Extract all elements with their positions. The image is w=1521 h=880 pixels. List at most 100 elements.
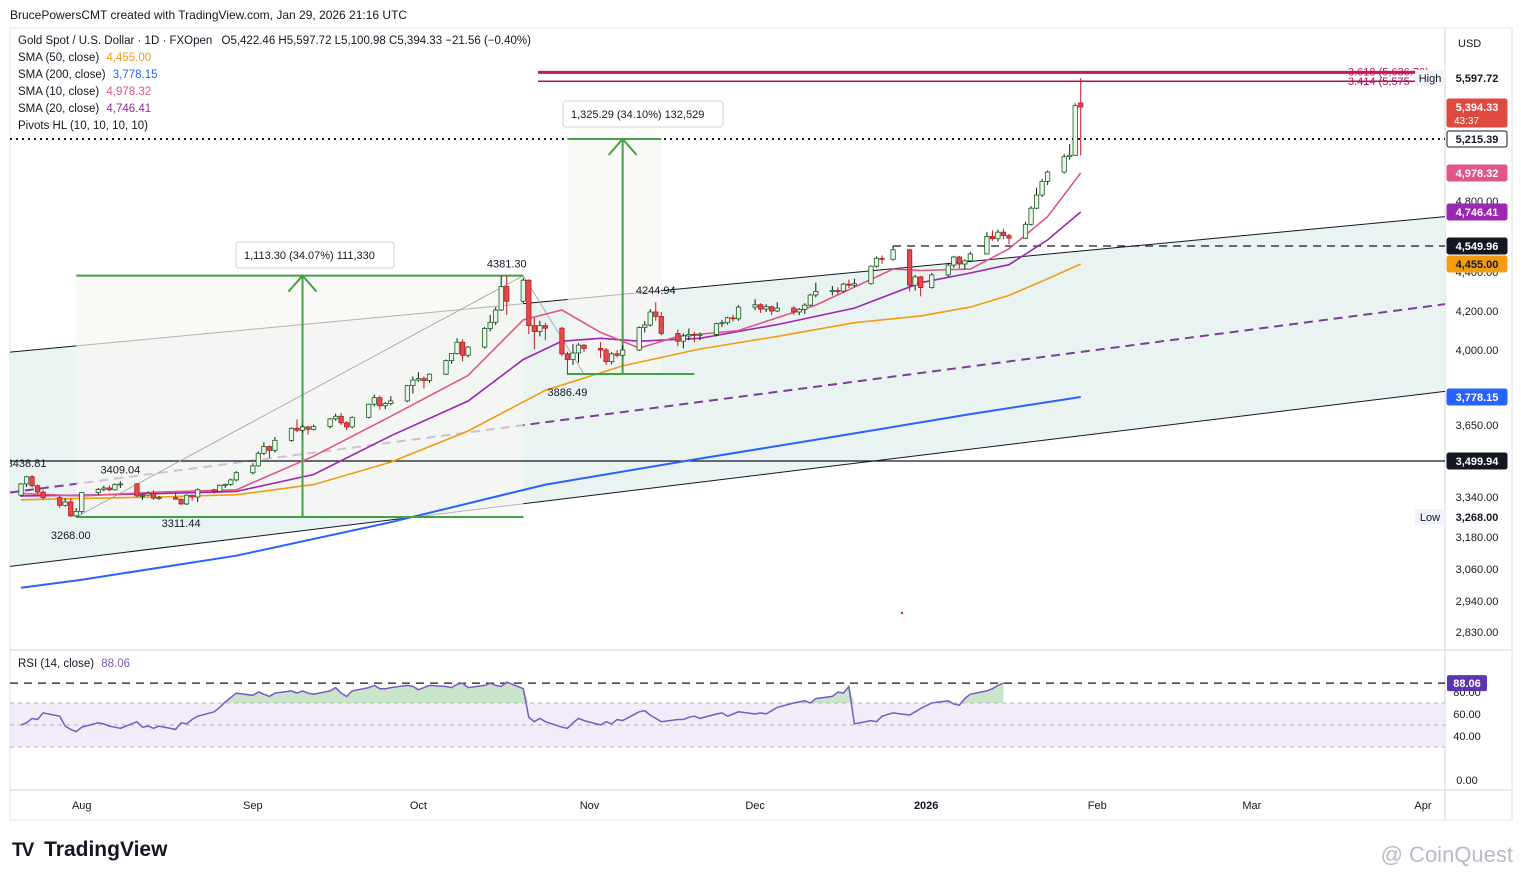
price-marker-label: 4,455.00 bbox=[1456, 259, 1499, 271]
legend-sma50-label: SMA (50, close) bbox=[18, 52, 100, 64]
candle-body bbox=[873, 257, 880, 267]
candle-body bbox=[730, 317, 736, 320]
measure-label: 1,325.29 (34.10%) 132,529 bbox=[571, 109, 704, 121]
candle-body bbox=[603, 349, 609, 363]
candle-body bbox=[597, 348, 604, 351]
measure-arrow-head bbox=[287, 274, 318, 293]
rsi-last-label: 88.06 bbox=[1453, 678, 1481, 690]
candle-body bbox=[189, 494, 195, 498]
candle-body bbox=[713, 323, 720, 335]
candle-body bbox=[310, 426, 317, 430]
candle-body bbox=[454, 341, 460, 355]
tradingview-logo-icon: TV bbox=[12, 840, 34, 861]
time-tick-label: Nov bbox=[580, 800, 600, 812]
price-marker-tag-label: High bbox=[1419, 73, 1442, 85]
pivot-label: 4381.30 bbox=[487, 259, 527, 271]
legend-rsi[interactable]: RSI (14, close) 88.06 bbox=[18, 658, 130, 670]
fib-label: 3.618 (5,636.79) bbox=[1348, 66, 1429, 78]
legend-sma50[interactable]: SMA (50, close) 4,455.00 bbox=[18, 52, 151, 64]
candle-body bbox=[763, 306, 769, 310]
candle-body bbox=[178, 498, 184, 505]
candles bbox=[18, 78, 1084, 517]
currency-button[interactable]: USD bbox=[1458, 38, 1482, 50]
price-marker-tag bbox=[1415, 70, 1445, 86]
candle-body bbox=[796, 309, 802, 313]
candle-body bbox=[1039, 180, 1045, 196]
price-marker-label: 4,549.96 bbox=[1456, 241, 1499, 253]
tradingview-brand[interactable]: TV TradingView bbox=[12, 838, 167, 862]
legend-ohlc: O5,422.46 H5,597.72 L5,100.98 C5,394.33 … bbox=[221, 35, 531, 47]
candle-body bbox=[448, 353, 455, 361]
measure-arrow-head bbox=[607, 137, 638, 156]
candle-body bbox=[1000, 231, 1007, 237]
candle-body bbox=[377, 397, 383, 407]
pivot-label: 3311.44 bbox=[162, 518, 201, 530]
candle-body bbox=[172, 497, 179, 500]
candle-body bbox=[415, 378, 422, 381]
candle-body bbox=[581, 344, 587, 349]
legend-sma10[interactable]: SMA (10, close) 4,978.32 bbox=[18, 86, 151, 98]
price-marker bbox=[1447, 509, 1507, 525]
countdown-label: 43:37 bbox=[1454, 116, 1479, 127]
pivot-label: 4244.94 bbox=[636, 285, 676, 297]
price-tick-label: 3,340.00 bbox=[1456, 492, 1499, 504]
price-marker-label: 3,778.15 bbox=[1456, 392, 1499, 404]
candle-body bbox=[211, 489, 217, 492]
measure-box-2 bbox=[567, 139, 662, 375]
price-marker bbox=[1446, 452, 1508, 470]
candle-body bbox=[382, 403, 388, 407]
candle-body bbox=[559, 327, 565, 355]
candle-body bbox=[984, 236, 990, 255]
candle-body bbox=[482, 328, 488, 348]
candle-body bbox=[145, 492, 151, 496]
candle-body bbox=[531, 325, 537, 332]
sma20-line bbox=[20, 211, 1082, 497]
price-tick-label: 3,650.00 bbox=[1456, 420, 1499, 432]
legend-sma200[interactable]: SMA (200, close) 3,778.15 bbox=[18, 69, 158, 81]
candle-body bbox=[305, 426, 311, 430]
candle-body bbox=[371, 397, 377, 405]
candle-body bbox=[956, 256, 962, 265]
main-pane: 3438.81 3409.04 3268.00 3311.44 4381.30 3886.… bbox=[7, 66, 1445, 589]
candle-body bbox=[95, 488, 101, 493]
candle-body bbox=[261, 446, 267, 454]
candle-body bbox=[851, 283, 858, 286]
candle-body bbox=[34, 485, 41, 493]
candle-body bbox=[134, 483, 140, 497]
candle-body bbox=[443, 360, 449, 375]
candle-body bbox=[570, 352, 576, 360]
pivot-label: 3268.00 bbox=[51, 530, 91, 542]
legend-symbol: Gold Spot / U.S. Dollar · 1D · FXOpen O5… bbox=[18, 35, 531, 47]
candle-body bbox=[1045, 171, 1051, 182]
price-marker bbox=[1446, 237, 1508, 255]
legend-sma200-value: 3,778.15 bbox=[112, 69, 158, 81]
candle-body bbox=[366, 403, 372, 418]
legend-pivots[interactable]: Pivots HL (10, 10, 10, 10) bbox=[18, 120, 148, 132]
candle-body bbox=[575, 344, 582, 354]
legend-sma20[interactable]: SMA (20, close) 4,746.41 bbox=[18, 103, 151, 115]
price-tick-label: 4,000.00 bbox=[1456, 345, 1499, 357]
candle-body bbox=[426, 373, 433, 381]
candle-body bbox=[333, 415, 339, 420]
trend-helper-line bbox=[76, 275, 524, 518]
candle-body bbox=[272, 439, 278, 451]
rsi-tick-label: 0.00 bbox=[1456, 775, 1477, 787]
price-marker bbox=[1446, 388, 1508, 406]
candle-body bbox=[388, 400, 394, 404]
candle-body bbox=[23, 476, 30, 485]
candle-body bbox=[1022, 223, 1029, 239]
pivot-label: 3438.81 bbox=[7, 458, 47, 470]
time-tick-label: 2026 bbox=[914, 800, 938, 812]
candle-body bbox=[106, 487, 112, 491]
price-marker-tag bbox=[1415, 509, 1445, 525]
candle-body bbox=[918, 276, 924, 289]
time-tick-label: Feb bbox=[1088, 800, 1107, 812]
candle-body bbox=[758, 304, 764, 310]
legend-sma20-label: SMA (20, close) bbox=[18, 103, 100, 115]
price-marker bbox=[1446, 98, 1508, 128]
fib-label: 3.414 (5,575 bbox=[1348, 76, 1410, 88]
stray-dot bbox=[900, 611, 904, 615]
candle-body bbox=[526, 279, 532, 327]
legend-sma10-label: SMA (10, close) bbox=[18, 86, 100, 98]
created-by-header: BrucePowersCMT created with TradingView.… bbox=[10, 8, 408, 22]
